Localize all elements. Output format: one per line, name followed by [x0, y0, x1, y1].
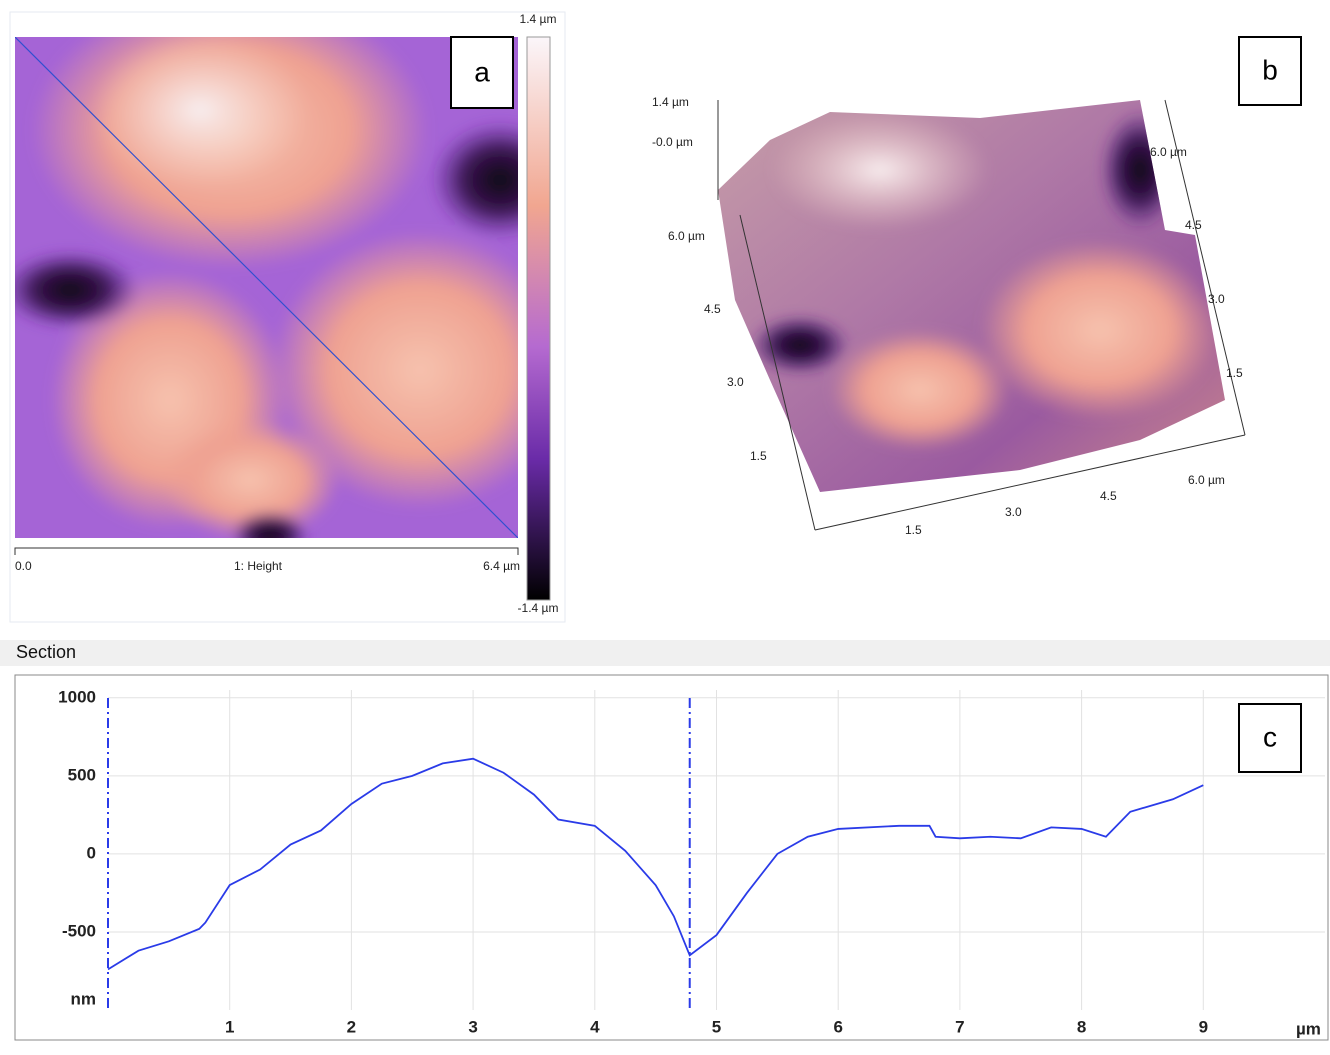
y-tick-label: 0 [87, 843, 96, 862]
y-tick-label: 4.5 [704, 302, 721, 316]
z-tick-label: 1.4 µm [652, 95, 689, 109]
x-tick-label: 5 [712, 1017, 721, 1036]
y-tick-label: 3.0 [727, 375, 744, 389]
y-tick-label: 3.0 [1208, 292, 1225, 306]
x-tick-label: 9 [1199, 1017, 1208, 1036]
x-tick-label: 1 [225, 1017, 234, 1036]
section-header-bar [0, 640, 1330, 666]
y-tick-label: 1.5 [1226, 366, 1243, 380]
x-tick-label: 4 [590, 1017, 600, 1036]
scale-title: 1: Height [234, 559, 283, 573]
y-tick-label: 500 [68, 765, 96, 784]
x-tick-label: 6.0 µm [1188, 473, 1225, 487]
scale-label: 0.0 [15, 559, 32, 573]
panel-label: c [1263, 721, 1277, 752]
z-tick-label: -0.0 µm [652, 135, 693, 149]
figure: 1.4 µm -1.4 µm 0.0 1: Height 6.4 µm a 1.… [0, 0, 1330, 1050]
x-tick-label: 6 [833, 1017, 842, 1036]
scale-label: 6.4 µm [483, 559, 520, 573]
x-tick-label: 7 [955, 1017, 964, 1036]
x-tick-label: 4.5 [1100, 489, 1117, 503]
colorbar [527, 37, 550, 600]
x-tick-label: 3.0 [1005, 505, 1022, 519]
y-tick-label: 6.0 µm [1150, 145, 1187, 159]
panel-label: a [474, 56, 490, 87]
panel-label: b [1262, 54, 1278, 85]
x-tick-label: 1.5 [905, 523, 922, 537]
y-tick-label: 1000 [58, 687, 96, 706]
y-tick-label: -500 [62, 921, 96, 940]
y-tick-label: 1.5 [750, 449, 767, 463]
y-tick-label: 4.5 [1185, 218, 1202, 232]
colorbar-label: 1.4 µm [520, 12, 557, 26]
section-frame [15, 675, 1328, 1040]
colorbar-label: -1.4 µm [518, 601, 559, 615]
x-tick-label: 8 [1077, 1017, 1086, 1036]
y-tick-label: 6.0 µm [668, 229, 705, 243]
y-axis-label: nm [71, 989, 97, 1008]
x-tick-label: 2 [347, 1017, 356, 1036]
x-tick-label: 3 [468, 1017, 477, 1036]
section-header: Section [16, 642, 76, 662]
x-axis-label: µm [1296, 1019, 1321, 1038]
